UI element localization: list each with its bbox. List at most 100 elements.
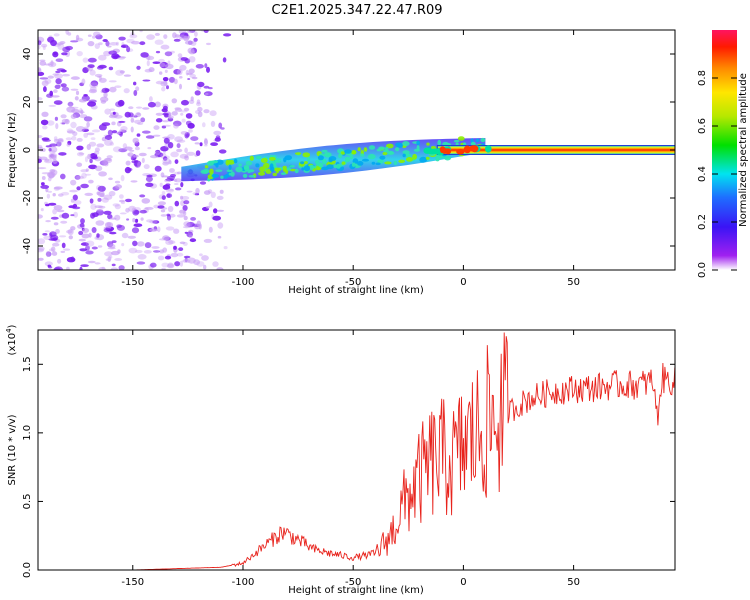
snr-plot: -150 -100 -50 0 50 0.0 0.5 1.0 1.5 Height of st… — [5, 324, 676, 596]
noise-speckle — [183, 35, 190, 42]
noise-speckle — [152, 61, 161, 64]
noise-speckle — [87, 260, 96, 264]
noise-speckle — [146, 174, 153, 178]
noise-speckle — [136, 65, 141, 70]
signal-band-blob — [371, 161, 376, 165]
noise-speckle — [173, 171, 180, 175]
noise-speckle — [80, 109, 84, 115]
signal-band-blob — [341, 161, 346, 165]
noise-speckle — [103, 194, 113, 200]
noise-speckle — [132, 218, 136, 223]
noise-speckle — [159, 71, 163, 75]
noise-speckle — [217, 235, 222, 239]
noise-speckle — [112, 203, 120, 207]
noise-speckle — [78, 98, 87, 103]
noise-speckle — [190, 136, 199, 142]
signal-band-blob — [398, 159, 406, 163]
signal-band-blob — [379, 155, 386, 160]
colorbar-tick-label: 0.6 — [697, 118, 708, 134]
signal-band-blob — [215, 163, 219, 168]
noise-speckle — [83, 116, 93, 122]
noise-speckle — [160, 81, 168, 87]
x-tick-label: -150 — [121, 277, 144, 288]
noise-speckle — [41, 182, 45, 186]
noise-speckle — [42, 125, 48, 130]
noise-speckle — [162, 184, 171, 190]
noise-speckle — [54, 116, 59, 121]
noise-speckle — [154, 101, 161, 108]
noise-speckle — [195, 64, 204, 69]
signal-band-blob — [249, 155, 254, 161]
noise-speckle — [46, 120, 55, 126]
noise-speckle — [103, 210, 112, 215]
noise-speckle — [150, 262, 157, 268]
noise-speckle — [146, 60, 150, 67]
noise-speckle — [146, 219, 154, 223]
signal-band-blob — [453, 139, 460, 143]
noise-speckle — [79, 248, 88, 252]
noise-speckle — [118, 120, 126, 123]
noise-speckle — [144, 242, 152, 249]
noise-speckle — [70, 40, 79, 43]
noise-speckle — [116, 224, 122, 228]
noise-speckle — [187, 30, 192, 34]
y-tick-label: 1.0 — [22, 425, 33, 441]
y-tick-label: 0.5 — [22, 493, 33, 509]
noise-speckle — [207, 189, 213, 194]
noise-speckle — [75, 90, 80, 96]
x-tick-label: 0 — [460, 577, 466, 588]
noise-speckle — [163, 34, 168, 39]
tone-onset-blob — [445, 148, 452, 155]
noise-speckle — [210, 120, 216, 127]
noise-speckle — [81, 233, 90, 239]
noise-speckle — [38, 156, 48, 161]
signal-band-blob — [413, 148, 420, 152]
noise-speckle — [192, 192, 198, 196]
noise-speckle — [149, 228, 159, 232]
tone-onset-blob — [469, 145, 479, 152]
signal-band-blob — [303, 165, 310, 172]
noise-speckle — [44, 261, 53, 267]
noise-speckle — [87, 41, 95, 47]
noise-speckle — [67, 32, 72, 36]
noise-speckle — [180, 57, 188, 61]
noise-speckle — [178, 247, 184, 252]
noise-speckle — [195, 150, 201, 157]
noise-speckle — [187, 257, 196, 264]
noise-speckle — [194, 142, 200, 145]
signal-band-blob — [238, 163, 242, 167]
noise-speckle — [49, 231, 57, 237]
noise-speckle — [183, 200, 190, 205]
noise-speckle — [194, 90, 201, 96]
noise-speckle — [61, 52, 68, 56]
noise-speckle — [53, 33, 60, 37]
noise-speckle — [189, 238, 197, 243]
noise-speckle — [155, 118, 163, 123]
noise-speckle — [70, 256, 75, 262]
noise-speckle — [114, 85, 122, 88]
noise-speckle — [109, 231, 117, 235]
noise-speckle — [95, 165, 103, 172]
noise-speckle — [58, 152, 67, 156]
signal-band-blob — [294, 168, 299, 174]
noise-speckle — [82, 228, 89, 233]
colorbar-tick-label: 0.0 — [697, 262, 708, 278]
noise-speckle — [110, 267, 118, 270]
noise-speckle — [62, 73, 70, 77]
noise-speckle — [98, 266, 106, 270]
noise-speckle — [52, 73, 59, 76]
noise-speckle — [202, 122, 206, 128]
noise-speckle — [91, 246, 98, 250]
signal-band-blob — [349, 153, 354, 160]
noise-speckle — [168, 160, 172, 165]
noise-speckle — [160, 44, 170, 50]
noise-speckle — [206, 42, 211, 46]
x-tick-label: -50 — [345, 277, 361, 288]
noise-speckle — [104, 157, 112, 162]
noise-speckle — [161, 267, 166, 270]
noise-speckle — [154, 39, 164, 45]
noise-speckle — [167, 60, 171, 66]
noise-speckle — [176, 252, 184, 257]
noise-speckle — [62, 46, 71, 53]
noise-speckle — [124, 166, 131, 174]
